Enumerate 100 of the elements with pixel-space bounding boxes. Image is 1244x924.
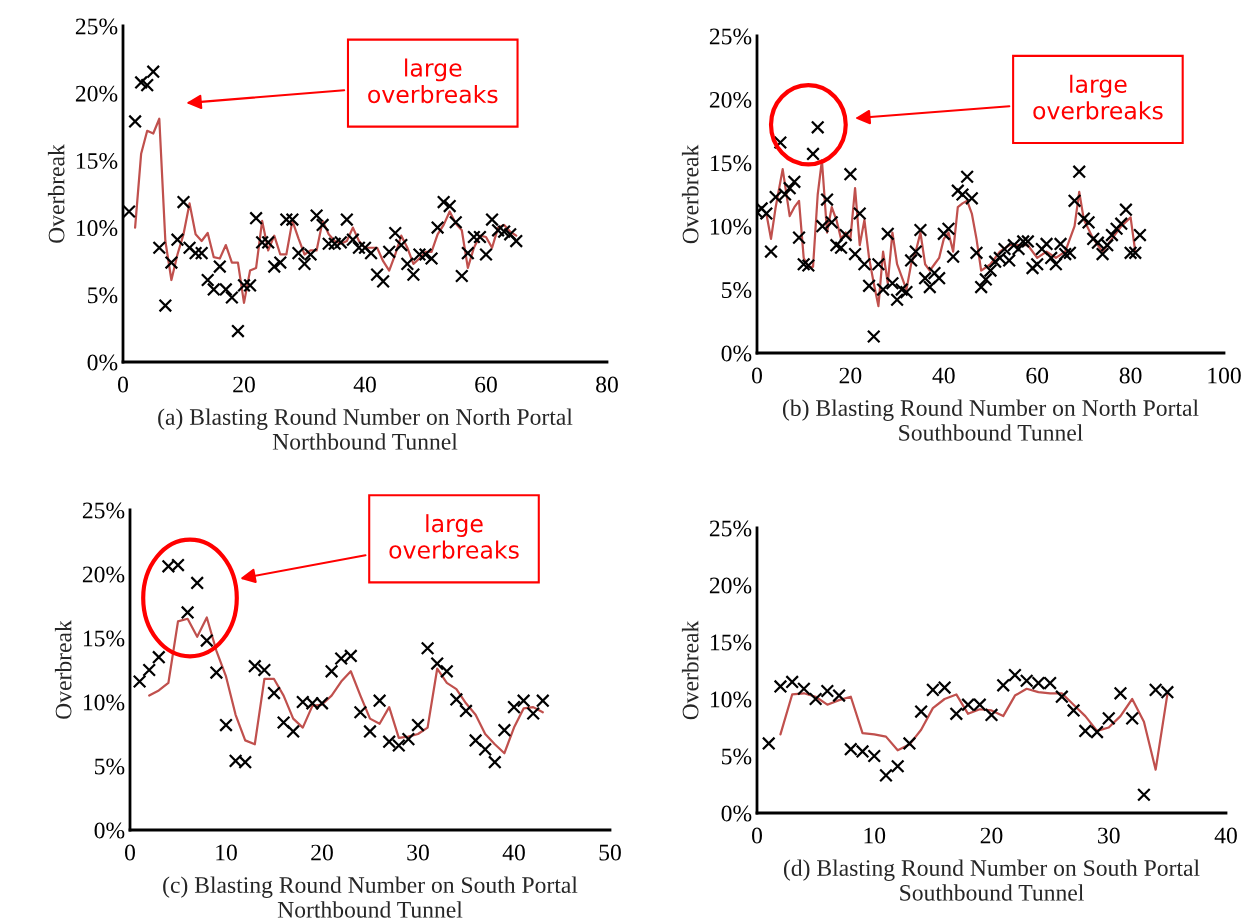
point [382,734,397,749]
point [247,659,262,674]
point [497,723,512,738]
point [468,733,483,748]
y-tick-label: 10% [83,694,125,711]
x-tick-label: 60 [1026,367,1049,384]
y-tick-label: 20% [82,566,125,583]
y-tick-label: 25% [82,502,125,519]
y-tick-label: 0% [94,822,125,839]
point [180,605,195,620]
point [902,736,917,751]
x-tick-label: 40 [502,844,525,861]
x-tick-label: 10 [864,827,886,844]
x-tick-label: 40 [932,367,955,384]
point [430,656,445,671]
point [286,724,301,739]
y-tick-label: 25% [709,520,752,537]
point [832,688,846,703]
x-tick-label: 0 [752,367,762,384]
point [411,718,425,732]
y-tick-label: 5% [88,287,118,304]
point [267,686,281,700]
y-tick-label: 15% [83,630,125,647]
point [879,768,893,783]
x-tick-label: 80 [1119,367,1142,384]
point [535,693,550,708]
point [276,715,291,730]
point [984,708,999,722]
y-tick-label: 20% [709,91,752,108]
x-tick-label: 0 [125,844,135,861]
point [867,749,882,763]
point [190,576,205,590]
y-tick-label: 15% [710,634,752,651]
point [890,759,905,774]
annotation: large overbreaks [1033,74,1163,120]
point [1054,689,1069,704]
annotation: large overbreaks [389,514,519,559]
point [914,704,929,719]
x-tick-label: 100 [1208,367,1241,384]
point [1101,711,1116,726]
point [820,684,835,698]
x-axis-title: (d) Blasting Round Number on South Portal Southbound Tunnel [783,859,1200,901]
y-tick-label: 15% [710,155,752,172]
point [1008,668,1022,682]
x-axis-title: (b) Blasting Round Number on North Portal Southbound Tunnel [782,399,1199,441]
x-axis-title: (a) Blasting Round Number on North Portal Northbound Tunnel [158,408,573,450]
y-axis-title: Overbreak [681,620,699,720]
y-tick-label: 0% [721,805,752,822]
point [151,650,166,665]
line-series [765,159,1137,308]
point [363,724,377,739]
point [1066,703,1081,718]
point [199,633,214,648]
point [808,692,823,706]
point [1113,686,1128,701]
point [257,663,272,677]
y-tick-label: 10% [710,691,752,708]
y-tick-label: 20% [709,577,752,594]
y-tick-label: 5% [95,758,125,775]
y-tick-label: 0% [87,354,118,371]
y-axis-title: Overbreak [681,144,699,244]
annotation: large overbreaks [368,58,498,104]
y-tick-label: 5% [722,748,752,765]
x-tick-label: 40 [353,376,376,393]
point [401,732,416,747]
point [449,692,464,707]
point [516,693,531,708]
x-tick-label: 50 [599,844,621,861]
y-tick-label: 15% [76,152,118,169]
line-series [779,687,1169,771]
point [439,664,454,679]
x-tick-label: 0 [118,376,128,393]
point [132,674,147,689]
line-series [148,616,544,755]
x-tick-label: 60 [475,376,497,393]
y-tick-label: 10% [710,218,752,235]
point [459,704,473,718]
point [478,742,493,757]
y-tick-label: 25% [709,28,752,45]
x-tick-label: 10 [216,844,237,861]
y-tick-label: 0% [721,345,752,362]
x-tick-label: 30 [1098,827,1120,844]
x-tick-label: 80 [596,376,618,393]
point [1137,787,1151,802]
line-series [133,117,518,304]
y-tick-label: 25% [75,18,118,35]
point [420,641,435,656]
x-tick-label: 20 [311,844,333,861]
point [209,665,224,680]
point [507,700,521,715]
x-tick-label: 40 [1214,827,1237,844]
x-tick-label: 20 [980,827,1003,844]
y-tick-label: 5% [722,282,752,299]
x-tick-label: 20 [233,376,255,393]
x-tick-label: 20 [839,367,862,384]
point [391,738,406,753]
point [949,706,964,721]
point [324,664,339,679]
y-tick-label: 20% [75,85,118,102]
x-axis-title: (c) Blasting Round Number on South Portal Northbound Tunnel [163,876,578,918]
